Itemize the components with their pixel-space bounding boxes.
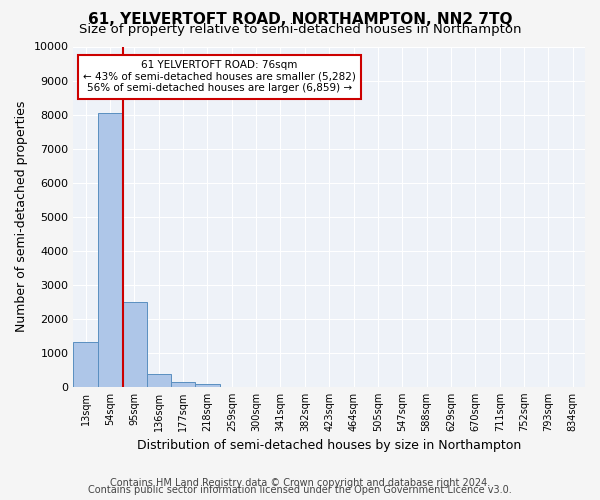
Bar <box>98 113 122 387</box>
Y-axis label: Number of semi-detached properties: Number of semi-detached properties <box>15 101 28 332</box>
Text: Contains HM Land Registry data © Crown copyright and database right 2024.: Contains HM Land Registry data © Crown c… <box>110 478 490 488</box>
X-axis label: Distribution of semi-detached houses by size in Northampton: Distribution of semi-detached houses by … <box>137 440 521 452</box>
Bar <box>122 302 146 387</box>
Bar <box>73 342 98 387</box>
Text: 61, YELVERTOFT ROAD, NORTHAMPTON, NN2 7TQ: 61, YELVERTOFT ROAD, NORTHAMPTON, NN2 7T… <box>88 12 512 28</box>
Bar <box>171 382 195 387</box>
Bar <box>146 374 171 387</box>
Text: Size of property relative to semi-detached houses in Northampton: Size of property relative to semi-detach… <box>79 24 521 36</box>
Text: 61 YELVERTOFT ROAD: 76sqm
← 43% of semi-detached houses are smaller (5,282)
56% : 61 YELVERTOFT ROAD: 76sqm ← 43% of semi-… <box>83 60 356 94</box>
Bar <box>195 384 220 387</box>
Text: Contains public sector information licensed under the Open Government Licence v3: Contains public sector information licen… <box>88 485 512 495</box>
